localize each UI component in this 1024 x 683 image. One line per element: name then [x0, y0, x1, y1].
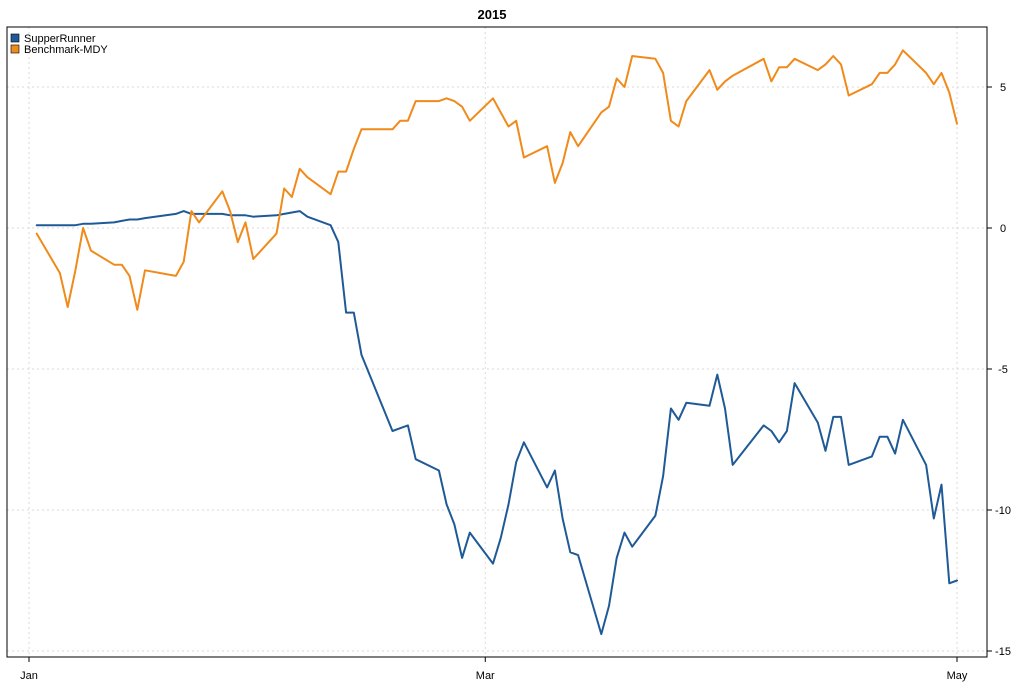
x-tick-label: Mar	[476, 670, 495, 682]
x-tick-label: May	[947, 670, 968, 682]
plot-frame	[6, 26, 988, 658]
legend-swatch	[10, 33, 20, 43]
series-line-supperrunner	[35, 210, 958, 636]
y-tick-label: -5	[998, 364, 1008, 376]
grid-lines	[7, 27, 987, 657]
x-tick-label: Jan	[20, 670, 38, 682]
legend-label: SupperRunner	[24, 33, 96, 45]
series-line-benchmark-mdy	[35, 49, 958, 311]
chart-title: 2015	[478, 7, 507, 22]
axes: Jan Mar May 5 0 -5 -10 -15	[20, 82, 1011, 682]
y-tick-label: -15	[995, 646, 1011, 658]
y-tick-label: 0	[1000, 223, 1006, 235]
legend-label: Benchmark-MDY	[24, 44, 108, 56]
y-tick-label: -10	[995, 505, 1011, 517]
y-tick-label: 5	[1000, 82, 1006, 94]
legend-swatch	[10, 44, 20, 54]
series-lines	[35, 49, 958, 636]
